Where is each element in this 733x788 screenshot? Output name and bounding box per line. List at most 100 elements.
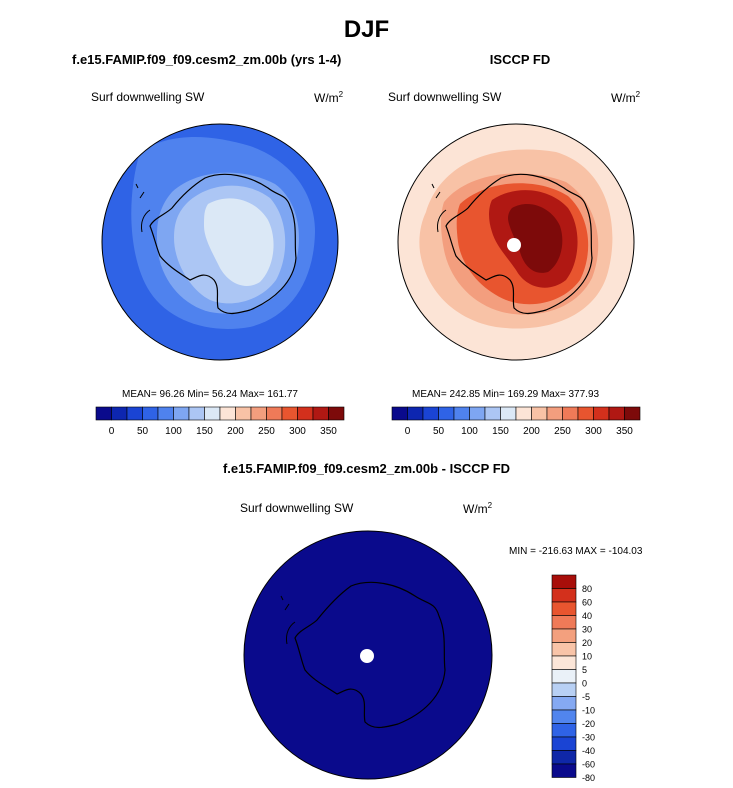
- left-antarctica-outline: [149, 173, 297, 315]
- left-colorbar-tick-label: 200: [227, 426, 244, 437]
- right-variable-label: Surf downwelling SW: [388, 90, 502, 104]
- left-colorbar-tick-label: 100: [165, 426, 182, 437]
- right-colorbar-box-7: [500, 406, 517, 421]
- diff-colorbar-tick-label: 5: [582, 665, 587, 675]
- right-colorbar-box-8: [515, 406, 532, 421]
- right-polar-map: [397, 123, 635, 361]
- right-colorbar-tick-label: 0: [405, 426, 411, 437]
- left-colorbar-box-0: [95, 406, 112, 421]
- diff-colorbar-box-10: [551, 709, 577, 724]
- diff-colorbar-tick-label: 40: [582, 611, 592, 621]
- left-colorbar-box-11: [266, 406, 283, 421]
- left-colorbar-box-8: [219, 406, 236, 421]
- diff-colorbar-box-1: [551, 588, 577, 603]
- left-variable-label: Surf downwelling SW: [91, 90, 205, 104]
- right-colorbar-box-1: [407, 406, 424, 421]
- diff-colorbar-tick-label: -10: [582, 706, 595, 716]
- diff-title: f.e15.FAMIP.f09_f09.cesm2_zm.00b - ISCCP…: [222, 461, 511, 476]
- right-colorbar-box-9: [531, 406, 548, 421]
- diff-colorbar-box-12: [551, 736, 577, 751]
- diff-colorbar-tick-label: -30: [582, 733, 595, 743]
- right-colorbar-box-10: [546, 406, 563, 421]
- right-units: W/m2: [611, 90, 641, 105]
- left-colorbar-box-3: [142, 406, 159, 421]
- diff-colorbar-tick-label: -5: [582, 692, 590, 702]
- diff-colorbar-box-8: [551, 682, 577, 697]
- left-units: W/m2: [314, 90, 344, 105]
- right-colorbar-box-11: [562, 406, 579, 421]
- diff-colorbar-box-4: [551, 628, 577, 643]
- diff-colorbar-tick-label: 80: [582, 584, 592, 594]
- right-colorbar-tick-label: 100: [461, 426, 478, 437]
- diff-colorbar-box-13: [551, 750, 577, 765]
- right-colorbar-box-12: [577, 406, 594, 421]
- right-colorbar-tick-label: 250: [554, 426, 571, 437]
- diff-polar-map: [243, 530, 493, 780]
- left-polar-map: [101, 123, 339, 361]
- left-colorbar-tick-label: 350: [320, 426, 337, 437]
- left-colorbar-box-9: [235, 406, 252, 421]
- right-colorbar-box-5: [469, 406, 486, 421]
- left-colorbar-box-15: [328, 406, 345, 421]
- right-colorbar-box-2: [422, 406, 439, 421]
- diff-units: W/m2: [463, 501, 493, 516]
- left-colorbar-box-5: [173, 406, 190, 421]
- diff-colorbar-tick-label: -20: [582, 719, 595, 729]
- right-colorbar-tick-label: 50: [433, 426, 445, 437]
- left-colorbar-box-10: [250, 406, 267, 421]
- right-colorbar-tick-label: 150: [492, 426, 509, 437]
- left-colorbar-tick-label: 50: [137, 426, 149, 437]
- right-map-border: [397, 123, 635, 361]
- diff-colorbar: 80 60 40 30 20 10 5 0 -5 -10 -20 -30 -40 -60 -80: [551, 574, 595, 783]
- right-central-field: [508, 204, 563, 273]
- left-colorbar-box-12: [281, 406, 298, 421]
- left-map-border: [101, 123, 339, 361]
- right-peninsula-outline: [431, 183, 447, 233]
- left-colorbar-box-7: [204, 406, 221, 421]
- diff-colorbar-tick-label: 10: [582, 652, 592, 662]
- left-colorbar-tick-label: 250: [258, 426, 275, 437]
- left-colorbar-box-1: [111, 406, 128, 421]
- diff-map-border: [243, 530, 493, 780]
- diff-colorbar-tick-label: -80: [582, 773, 595, 783]
- diff-colorbar-tick-label: 0: [582, 679, 587, 689]
- right-stats: MEAN= 242.85 Min= 169.29 Max= 377.93: [412, 389, 600, 400]
- diff-antarctica-outline: [294, 581, 446, 729]
- diff-stats: MIN = -216.63 MAX = -104.03: [509, 546, 643, 557]
- diff-colorbar-tick-label: 60: [582, 598, 592, 608]
- right-colorbar: 0 50 100 150 200 250 300 350: [391, 406, 641, 437]
- right-colorbar-box-4: [453, 406, 470, 421]
- diff-colorbar-box-11: [551, 723, 577, 738]
- left-peninsula-outline: [135, 183, 151, 233]
- left-colorbar-box-4: [157, 406, 174, 421]
- diff-pole-hole: [360, 649, 374, 663]
- left-colorbar-tick-label: 0: [109, 426, 115, 437]
- diff-colorbar-box-2: [551, 601, 577, 616]
- diff-colorbar-box-9: [551, 696, 577, 711]
- left-colorbar-box-6: [188, 406, 205, 421]
- diff-colorbar-box-14: [551, 763, 577, 778]
- left-colorbar-tick-label: 150: [196, 426, 213, 437]
- diff-peninsula-outline: [280, 595, 296, 645]
- diff-colorbar-box-0: [551, 574, 577, 589]
- right-colorbar-box-15: [624, 406, 641, 421]
- left-colorbar-box-14: [312, 406, 329, 421]
- diff-colorbar-box-6: [551, 655, 577, 670]
- diff-colorbar-tick-label: -60: [582, 760, 595, 770]
- diff-colorbar-box-7: [551, 669, 577, 684]
- diff-colorbar-tick-label: 30: [582, 625, 592, 635]
- diff-colorbar-box-3: [551, 615, 577, 630]
- right-colorbar-box-3: [438, 406, 455, 421]
- right-colorbar-tick-label: 200: [523, 426, 540, 437]
- right-colorbar-tick-label: 300: [585, 426, 602, 437]
- diff-variable-label: Surf downwelling SW: [240, 501, 354, 515]
- diff-colorbar-tick-label: -40: [582, 746, 595, 756]
- page-title: DJF: [343, 16, 390, 43]
- right-colorbar-box-0: [391, 406, 408, 421]
- diff-colorbar-tick-label: 20: [582, 638, 592, 648]
- right-colorbar-box-13: [593, 406, 610, 421]
- right-pole-hole: [507, 238, 521, 252]
- diff-colorbar-box-5: [551, 642, 577, 657]
- right-colorbar-tick-label: 350: [616, 426, 633, 437]
- right-case-title: ISCCP FD: [489, 52, 551, 67]
